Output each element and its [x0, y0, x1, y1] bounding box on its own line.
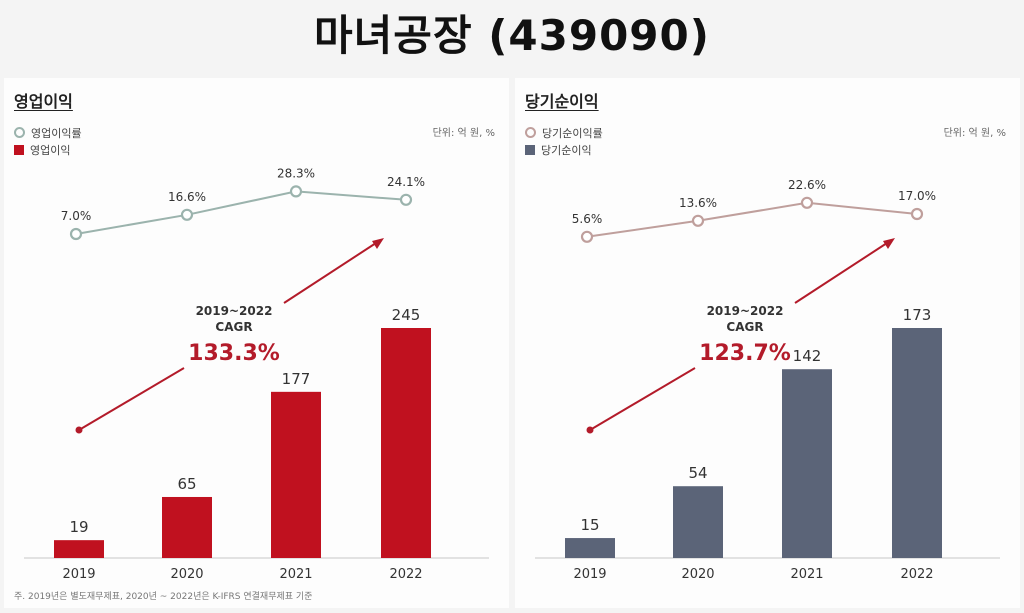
- rate-point: [580, 230, 594, 243]
- cagr-arrow-line: [78, 367, 185, 431]
- bar-value-label: 65: [177, 475, 196, 493]
- page-title: 마녀공장 (439090): [314, 11, 710, 60]
- bar-value-label: 54: [688, 464, 707, 482]
- rate-point: [180, 208, 194, 221]
- operating-profit-panel: 영업이익 영업이익률 영업이익 단위: 억 원, % 19 2019 65 2020 1…: [4, 78, 509, 608]
- category-label: 2022: [900, 567, 933, 582]
- category-label: 2021: [279, 567, 312, 582]
- cagr-value: 133.3%: [188, 341, 280, 366]
- legend: 영업이익률 영업이익: [14, 124, 82, 158]
- footnote: 주. 2019년은 별도재무제표, 2020년 ~ 2022년은 K-IFRS …: [14, 592, 313, 602]
- rate-line: [75, 190, 407, 235]
- cagr-label: CAGR: [215, 320, 252, 334]
- rate-value-label: 7.0%: [61, 209, 92, 223]
- square-icon: [525, 144, 535, 155]
- cagr-arrow-line: [589, 367, 696, 431]
- bar-value-label: 245: [392, 306, 421, 324]
- bar: [271, 391, 321, 558]
- net-income-chart: 15 2019 54 2020 142 2021 173 2022 5.6% 13.6% 22.6%…: [535, 178, 1000, 582]
- cagr-label: 2019~2022: [196, 304, 273, 318]
- rate-point: [691, 214, 705, 227]
- bar-value-label: 19: [69, 518, 88, 536]
- rate-value-label: 16.6%: [168, 190, 206, 204]
- cagr-arrow-head: [883, 238, 895, 249]
- legend-label-line: 영업이익률: [31, 126, 82, 140]
- rate-value-label: 24.1%: [387, 175, 425, 189]
- rate-point: [800, 196, 814, 209]
- rate-value-label: 5.6%: [572, 212, 603, 226]
- category-label: 2019: [573, 567, 606, 582]
- legend-item-line: 당기순이익률: [525, 124, 603, 141]
- bar: [54, 540, 104, 558]
- bar-value-label: 15: [580, 516, 599, 534]
- category-label: 2022: [389, 567, 422, 582]
- legend-item-line: 영업이익률: [14, 124, 82, 141]
- cagr-arrow-head: [372, 238, 384, 249]
- rate-value-label: 28.3%: [277, 166, 315, 180]
- cagr-label: CAGR: [726, 320, 763, 334]
- unit-label: 단위: 억 원, %: [943, 128, 1006, 139]
- bar-value-label: 177: [282, 370, 311, 388]
- legend: 당기순이익률 당기순이익: [525, 124, 603, 158]
- panel-title: 당기순이익: [525, 92, 599, 111]
- legend-item-bar: 영업이익: [14, 141, 82, 158]
- category-label: 2021: [790, 567, 823, 582]
- category-label: 2019: [62, 567, 95, 582]
- rate-value-label: 13.6%: [679, 196, 717, 210]
- bar-value-label: 173: [903, 306, 932, 324]
- rate-point: [289, 185, 303, 198]
- bar: [673, 486, 723, 558]
- legend-label-bar: 당기순이익: [541, 143, 592, 157]
- legend-label-line: 당기순이익률: [542, 126, 603, 140]
- bar: [565, 538, 615, 558]
- rate-line: [586, 201, 918, 238]
- net-income-panel: 당기순이익 당기순이익률 당기순이익 단위: 억 원, % 15 2019 54 20…: [515, 78, 1020, 608]
- bar: [381, 328, 431, 558]
- cagr-arrow-line: [794, 242, 888, 304]
- ring-icon: [14, 127, 25, 138]
- bar: [162, 496, 212, 558]
- legend-item-bar: 당기순이익: [525, 141, 603, 158]
- rate-point: [910, 207, 924, 221]
- category-label: 2020: [170, 567, 203, 582]
- panel-title: 영업이익: [14, 92, 73, 111]
- rate-value-label: 17.0%: [898, 189, 936, 203]
- legend-label-bar: 영업이익: [30, 143, 71, 157]
- bar: [782, 369, 832, 558]
- rate-point: [399, 193, 413, 206]
- cagr-value: 123.7%: [699, 341, 791, 366]
- rate-point: [69, 227, 83, 241]
- bar-value-label: 142: [793, 347, 822, 365]
- cagr-label: 2019~2022: [707, 304, 784, 318]
- unit-label: 단위: 억 원, %: [432, 128, 495, 139]
- bar: [892, 328, 942, 558]
- ring-icon: [525, 127, 536, 138]
- operating-profit-chart: 19 2019 65 2020 177 2021 245 2022 7.0% 16.6% 28.3%…: [24, 166, 489, 582]
- cagr-arrow-line: [283, 242, 377, 304]
- rate-value-label: 22.6%: [788, 178, 826, 192]
- category-label: 2020: [681, 567, 714, 582]
- square-icon: [14, 144, 24, 155]
